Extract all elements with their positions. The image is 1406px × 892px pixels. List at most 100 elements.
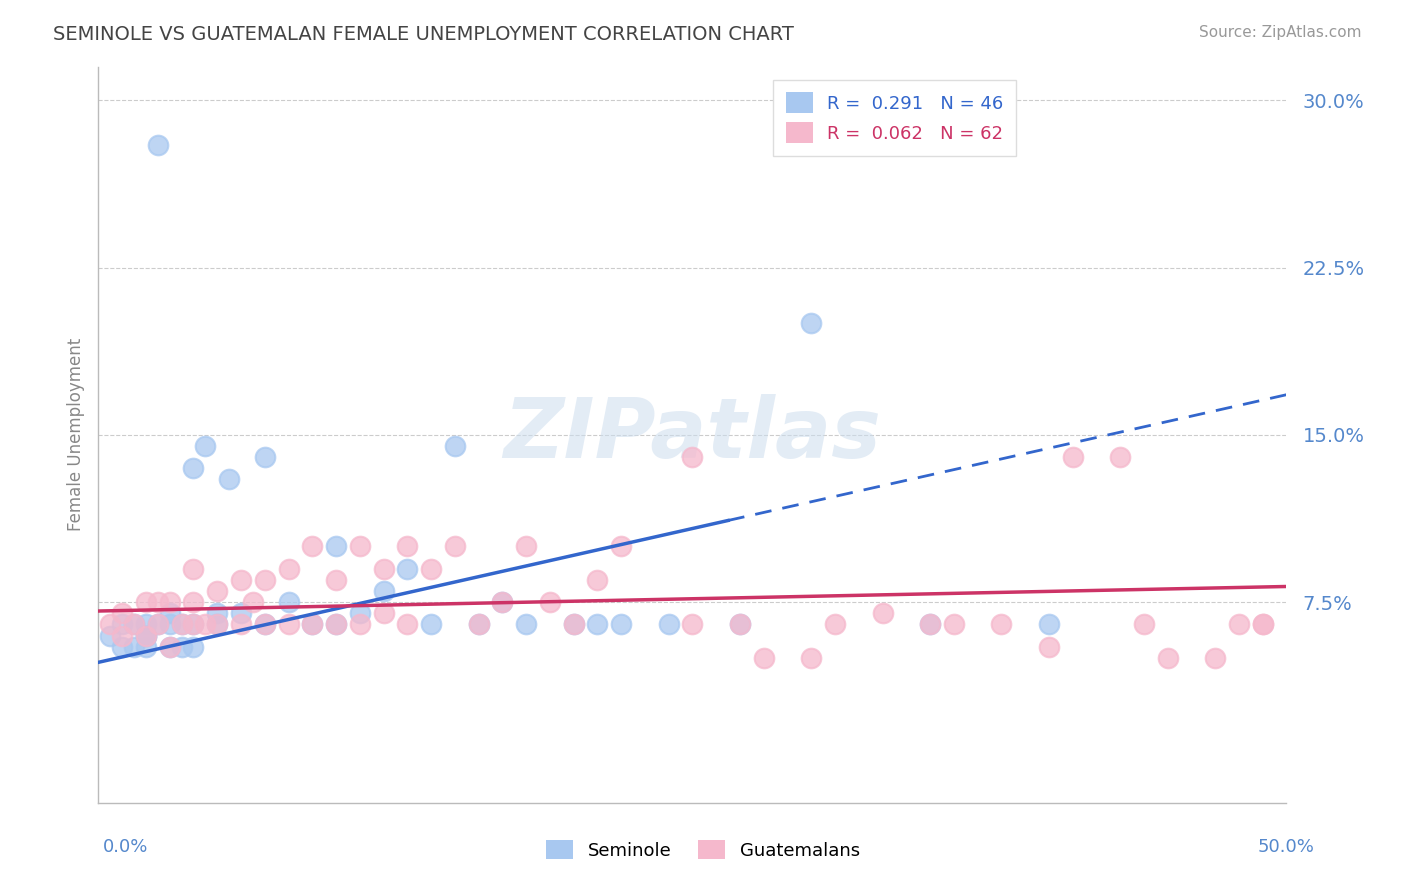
Point xyxy=(325,617,347,632)
Text: ZIPatlas: ZIPatlas xyxy=(503,394,882,475)
Point xyxy=(146,617,169,632)
Point xyxy=(491,595,513,609)
Legend: R =  0.291   N = 46, R =  0.062   N = 62: R = 0.291 N = 46, R = 0.062 N = 62 xyxy=(773,79,1017,155)
Point xyxy=(229,573,252,587)
Point xyxy=(920,617,942,632)
Point xyxy=(122,617,145,632)
Point xyxy=(373,583,395,598)
Legend: Seminole, Guatemalans: Seminole, Guatemalans xyxy=(538,832,868,867)
Point xyxy=(515,539,537,553)
Point xyxy=(872,607,894,621)
Point xyxy=(135,628,157,642)
Point xyxy=(183,617,205,632)
Point xyxy=(420,562,443,576)
Point xyxy=(98,628,121,642)
Point xyxy=(1062,450,1084,464)
Point xyxy=(146,595,169,609)
Point xyxy=(277,562,299,576)
Point xyxy=(207,607,229,621)
Point xyxy=(229,617,252,632)
Point xyxy=(301,539,323,553)
Point xyxy=(1156,651,1178,665)
Point xyxy=(325,539,347,553)
Point xyxy=(800,316,823,330)
Point xyxy=(122,617,145,632)
Text: 50.0%: 50.0% xyxy=(1258,838,1315,855)
Point xyxy=(373,562,395,576)
Point xyxy=(135,617,157,632)
Point xyxy=(444,439,467,453)
Point xyxy=(170,617,193,632)
Point xyxy=(207,617,229,632)
Point xyxy=(135,628,157,642)
Point xyxy=(111,617,134,632)
Point xyxy=(942,617,965,632)
Text: 0.0%: 0.0% xyxy=(103,838,148,855)
Point xyxy=(253,617,276,632)
Point xyxy=(752,651,775,665)
Point xyxy=(658,617,681,632)
Point xyxy=(586,573,609,587)
Point xyxy=(467,617,489,632)
Point xyxy=(159,640,181,654)
Point xyxy=(194,617,217,632)
Point xyxy=(349,539,371,553)
Y-axis label: Female Unemployment: Female Unemployment xyxy=(66,338,84,532)
Point xyxy=(396,539,419,553)
Point xyxy=(111,607,134,621)
Point xyxy=(170,617,193,632)
Point xyxy=(349,607,371,621)
Point xyxy=(122,640,145,654)
Point xyxy=(420,617,443,632)
Point xyxy=(159,617,181,632)
Point xyxy=(253,450,276,464)
Point xyxy=(467,617,489,632)
Point xyxy=(728,617,751,632)
Point xyxy=(253,573,276,587)
Point xyxy=(135,595,157,609)
Point xyxy=(111,628,134,642)
Point xyxy=(824,617,846,632)
Point xyxy=(183,640,205,654)
Point xyxy=(1133,617,1156,632)
Point xyxy=(183,595,205,609)
Point xyxy=(253,617,276,632)
Point xyxy=(159,607,181,621)
Point xyxy=(183,617,205,632)
Point xyxy=(444,539,467,553)
Point xyxy=(229,607,252,621)
Point xyxy=(610,617,633,632)
Point xyxy=(170,640,193,654)
Point xyxy=(1251,617,1274,632)
Point xyxy=(135,628,157,642)
Point xyxy=(538,595,561,609)
Point xyxy=(396,562,419,576)
Point xyxy=(562,617,585,632)
Point xyxy=(1251,617,1274,632)
Point xyxy=(242,595,264,609)
Point xyxy=(728,617,751,632)
Point xyxy=(277,617,299,632)
Point xyxy=(194,439,217,453)
Point xyxy=(218,472,240,486)
Point xyxy=(1038,617,1060,632)
Point xyxy=(396,617,419,632)
Point xyxy=(349,617,371,632)
Point xyxy=(515,617,537,632)
Text: SEMINOLE VS GUATEMALAN FEMALE UNEMPLOYMENT CORRELATION CHART: SEMINOLE VS GUATEMALAN FEMALE UNEMPLOYME… xyxy=(53,25,794,44)
Point xyxy=(159,640,181,654)
Point xyxy=(183,562,205,576)
Point xyxy=(1204,651,1226,665)
Point xyxy=(98,617,121,632)
Point xyxy=(159,595,181,609)
Point xyxy=(990,617,1012,632)
Point xyxy=(1038,640,1060,654)
Point xyxy=(277,595,299,609)
Point xyxy=(325,617,347,632)
Point xyxy=(207,583,229,598)
Point xyxy=(800,651,823,665)
Point xyxy=(681,617,703,632)
Point xyxy=(373,607,395,621)
Point xyxy=(111,640,134,654)
Point xyxy=(1109,450,1132,464)
